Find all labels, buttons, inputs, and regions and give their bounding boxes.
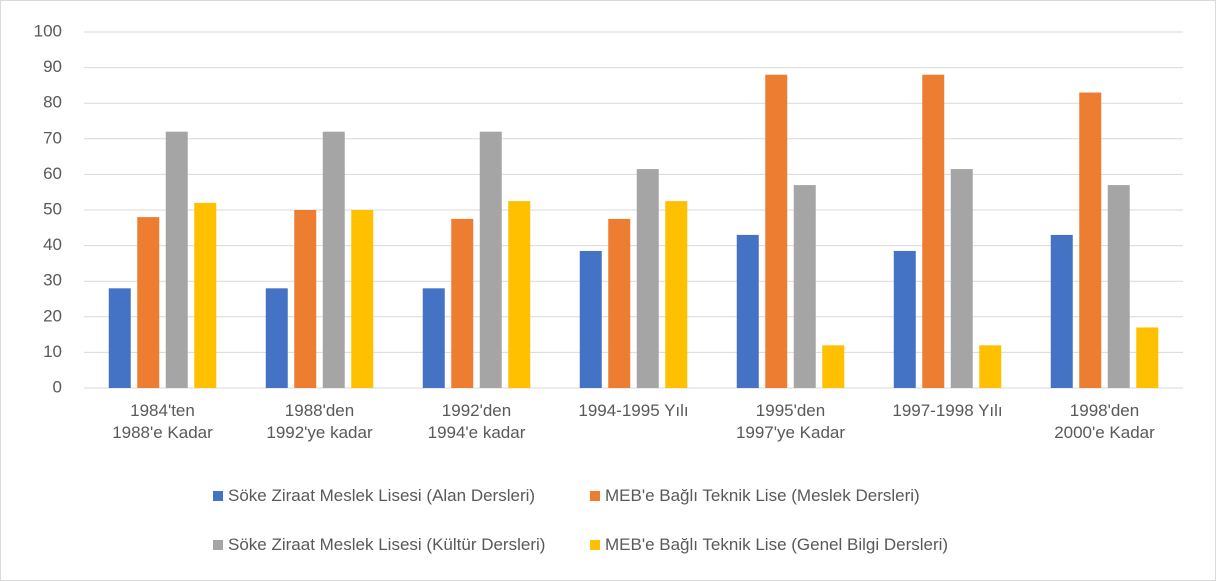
bar [608, 218, 631, 388]
bar [194, 202, 217, 388]
bar [1079, 92, 1102, 389]
bar [422, 288, 445, 388]
y-tick-label: 30 [43, 271, 62, 290]
legend-swatch [590, 540, 600, 550]
bar [636, 169, 659, 388]
x-tick-label: 1984'ten 1988'e Kadar [112, 401, 213, 442]
bar [479, 131, 502, 388]
bar [793, 185, 816, 388]
bar [950, 169, 973, 388]
x-tick-label: 1997-1998 Yılı [892, 401, 1003, 420]
bar [294, 210, 317, 388]
y-tick-label: 40 [43, 235, 62, 254]
bar [922, 74, 945, 388]
legend-item: MEB'e Bağlı Teknik Lise (Meslek Dersleri… [590, 486, 920, 506]
y-tick-label: 50 [43, 199, 62, 218]
bar [893, 250, 916, 388]
y-tick-label: 90 [43, 57, 62, 76]
legend-swatch [590, 491, 600, 501]
bar [265, 288, 288, 388]
bar [1107, 185, 1130, 388]
bar [1136, 327, 1159, 388]
bar [322, 131, 345, 388]
x-tick-label: 1998'den 2000'e Kadar [1054, 401, 1155, 442]
legend-item: MEB'e Bağlı Teknik Lise (Genel Bilgi Der… [590, 535, 948, 555]
bar [822, 345, 845, 388]
legend-item: Söke Ziraat Meslek Lisesi (Kültür Dersle… [213, 535, 545, 555]
y-tick-label: 80 [43, 93, 62, 112]
x-tick-label: 1994-1995 Yılı [578, 401, 689, 420]
legend-label: MEB'e Bağlı Teknik Lise (Meslek Dersleri… [605, 486, 920, 505]
legend-label: MEB'e Bağlı Teknik Lise (Genel Bilgi Der… [605, 535, 949, 554]
bar [579, 250, 602, 388]
x-tick-label: 1995'den 1997'ye Kadar [735, 401, 846, 442]
bar [665, 201, 688, 388]
y-tick-label: 20 [43, 306, 62, 325]
y-tick-label: 0 [53, 377, 62, 396]
bar [1050, 234, 1073, 388]
y-tick-label: 60 [43, 164, 62, 183]
bar [137, 217, 160, 388]
bar [451, 218, 474, 388]
bar [765, 74, 788, 388]
y-tick-label: 10 [43, 342, 62, 361]
legend-swatch [213, 491, 223, 501]
bar [508, 201, 531, 388]
bar [736, 234, 759, 388]
bar [979, 345, 1002, 388]
bar [351, 210, 374, 388]
legend-label: Söke Ziraat Meslek Lisesi (Alan Dersleri… [228, 486, 536, 505]
y-tick-label: 70 [43, 128, 62, 147]
bar [165, 131, 188, 388]
legend-swatch [213, 540, 223, 550]
x-tick-label: 1992'den 1994'e kadar [427, 401, 526, 442]
legend-label: Söke Ziraat Meslek Lisesi (Kültür Dersle… [228, 535, 546, 554]
x-tick-label: 1988'den 1992'ye kadar [266, 401, 373, 442]
bar [108, 288, 131, 388]
y-tick-label: 100 [34, 21, 62, 40]
legend-item: Söke Ziraat Meslek Lisesi (Alan Dersleri… [213, 486, 535, 506]
